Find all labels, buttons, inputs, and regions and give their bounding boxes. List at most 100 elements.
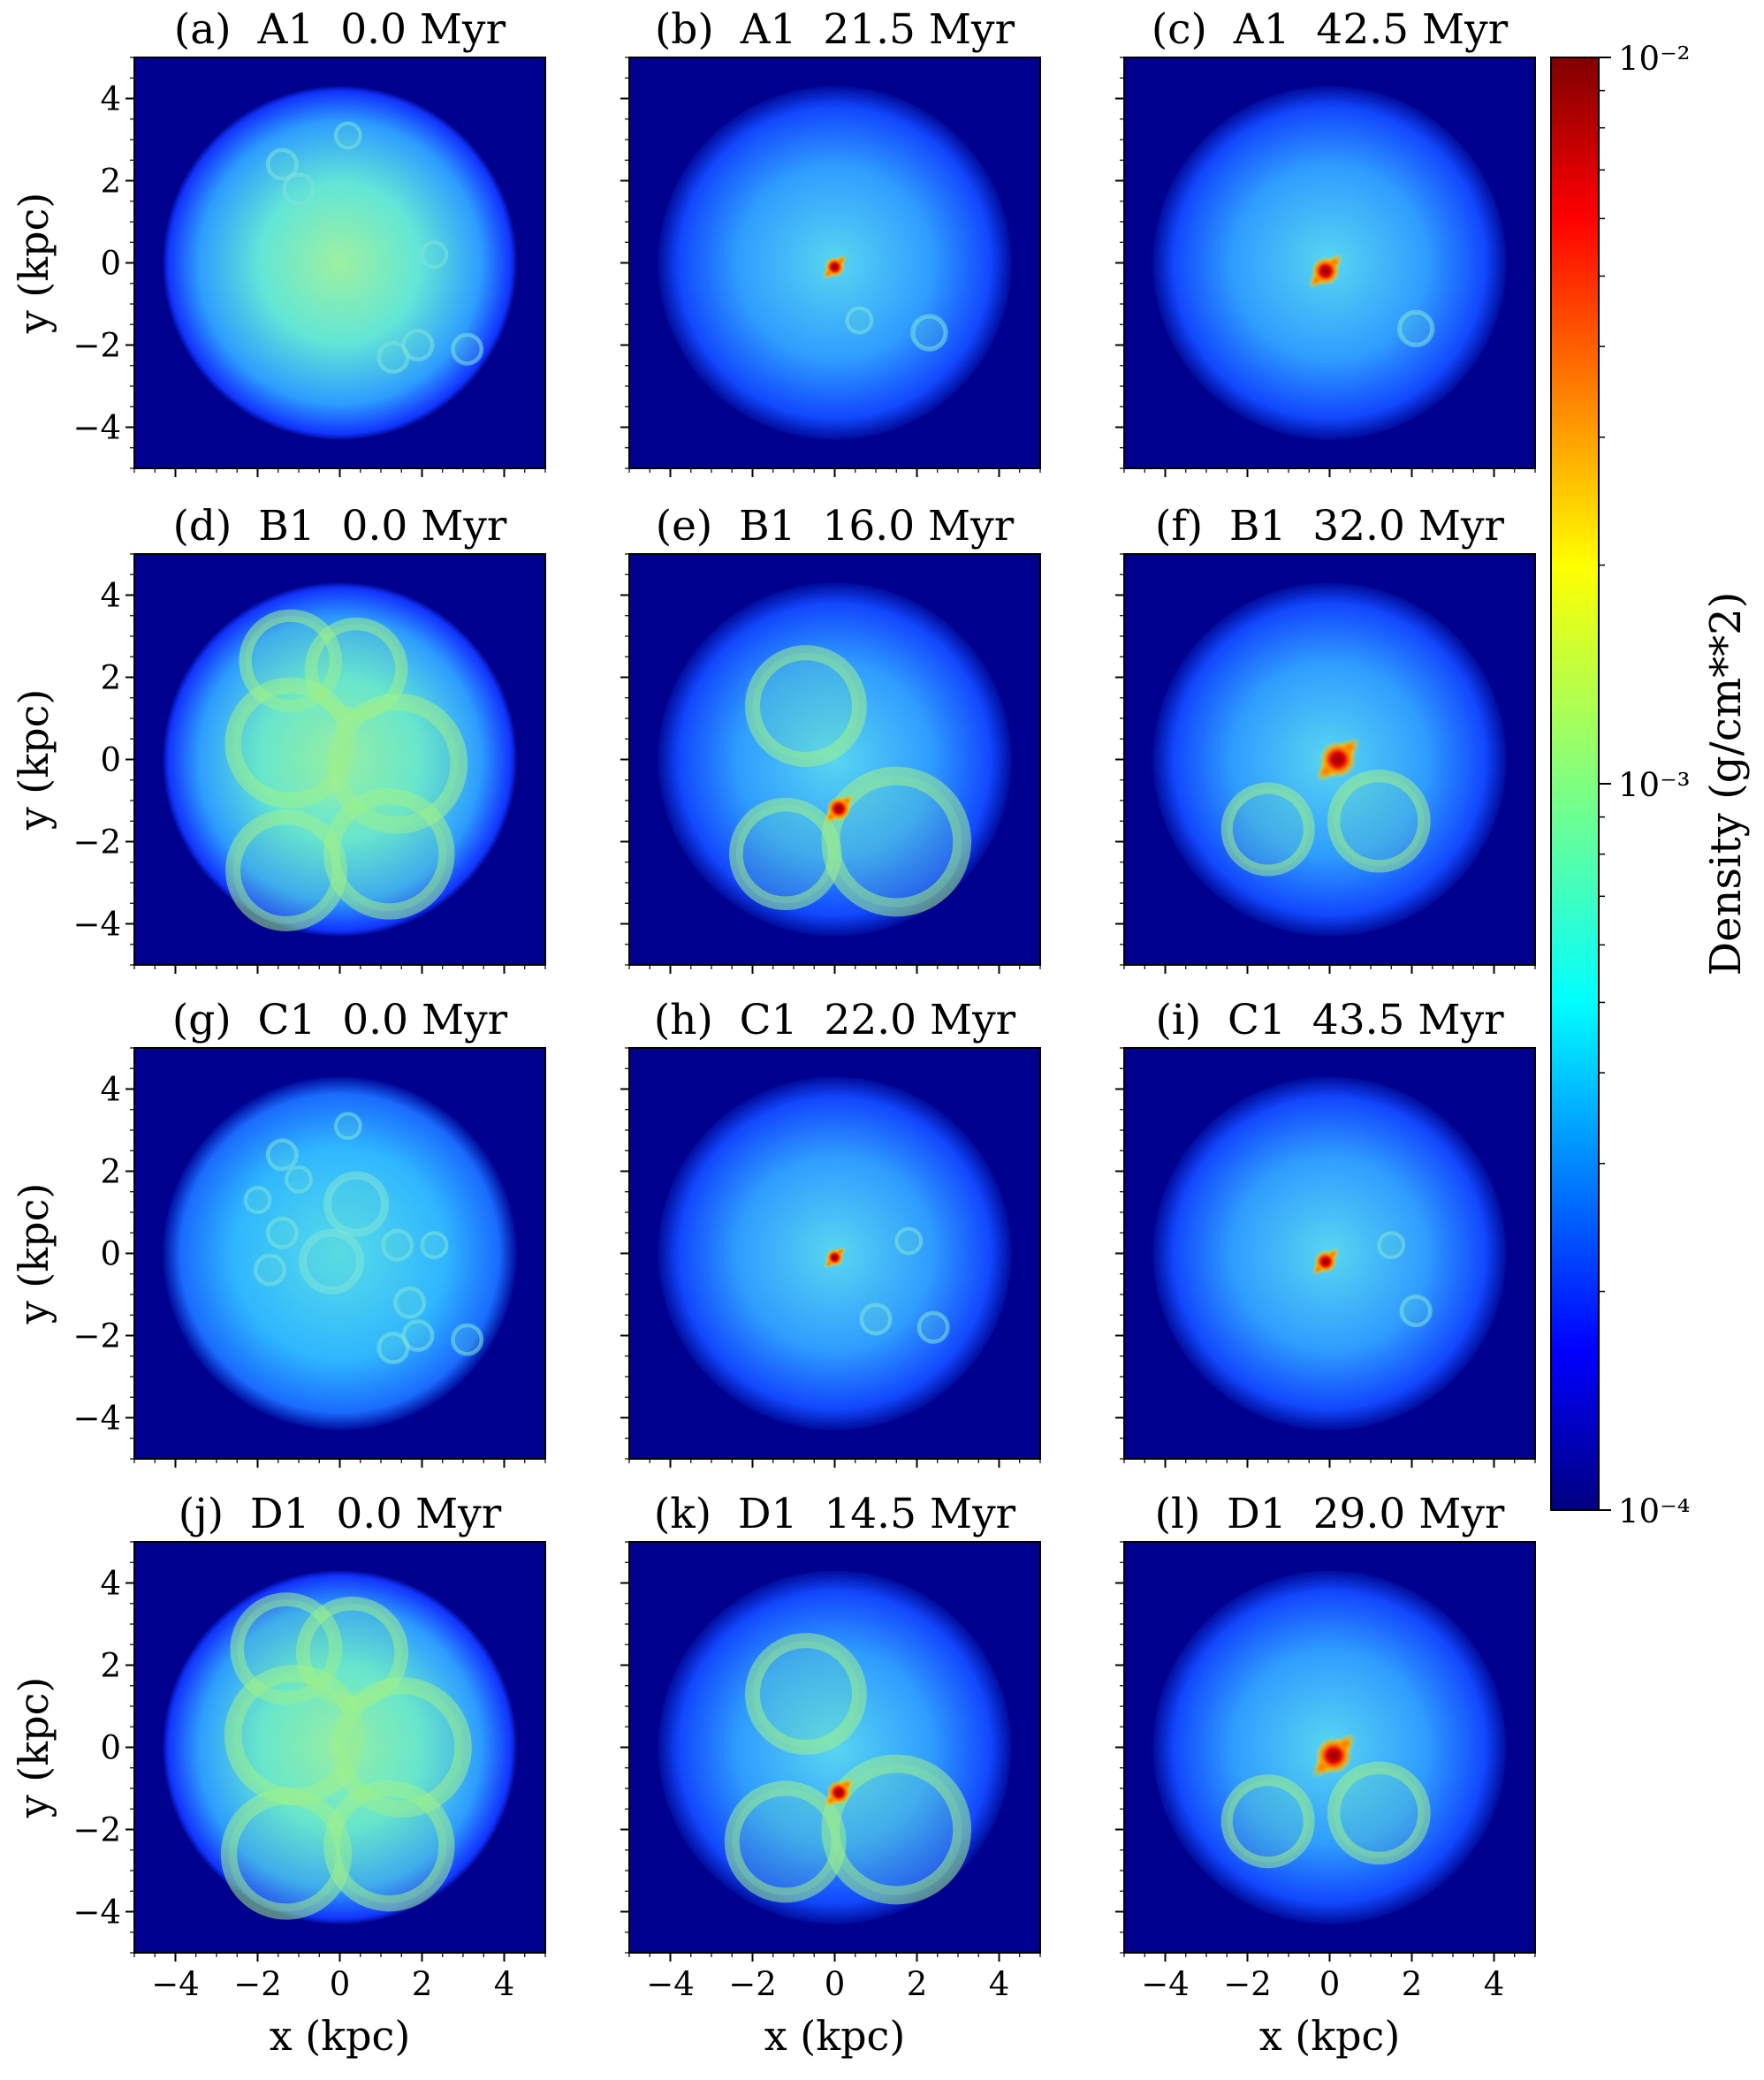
dense-core: [1311, 256, 1341, 286]
y-tick-label: −2: [72, 1317, 121, 1355]
x-tick-label: 4: [494, 1965, 515, 2003]
dense-core: [825, 1248, 844, 1267]
panel-title: (i) C1 43.5 Myr: [1155, 996, 1504, 1044]
dense-core: [1313, 1249, 1337, 1273]
panel-f: (f) B1 32.0 Myr: [1115, 502, 1536, 974]
bubble-ring: [1327, 1761, 1431, 1865]
bubble-ring: [1220, 1774, 1315, 1869]
bubble-ring: [845, 306, 874, 335]
panel-c: (c) A1 42.5 Myr: [1115, 5, 1536, 477]
panel-title: (a) A1 0.0 Myr: [174, 5, 506, 54]
dense-core: [824, 256, 846, 277]
panel-a: −4 −2 0 2 4 y (kpc) (a) A1 0.0 Myr: [10, 5, 546, 477]
bubble-ring: [420, 1231, 449, 1260]
y-tick-label: 4: [100, 577, 121, 615]
bubble-ring: [285, 1165, 313, 1194]
y-tick-label: 2: [100, 163, 121, 201]
y-tick-label: −2: [72, 1811, 121, 1849]
x-tick-label: 2: [907, 1965, 928, 2003]
colorbar-gradient: [1551, 57, 1599, 1510]
panel-title: (l) D1 29.0 Myr: [1155, 1490, 1505, 1538]
y-tick-label: −2: [72, 824, 121, 862]
bubble-ring: [225, 809, 347, 931]
panel-h: (h) C1 22.0 Myr: [620, 996, 1041, 1468]
bubble-ring: [916, 1310, 950, 1344]
x-tick-label: 0: [825, 1965, 846, 2003]
bubble-ring: [420, 240, 449, 269]
bubble-ring: [729, 797, 842, 911]
x-tick-label: −4: [646, 1965, 695, 2003]
bubble-ring: [323, 788, 455, 920]
x-axis-label: x (kpc): [764, 2012, 906, 2060]
panel-e: (e) B1 16.0 Myr: [620, 502, 1041, 974]
x-tick-label: 0: [1319, 1965, 1341, 2003]
bubble-ring: [859, 1302, 893, 1336]
y-tick-label: 2: [100, 659, 121, 697]
y-axis-label: y (kpc): [10, 1677, 57, 1819]
y-axis-label: y (kpc): [10, 193, 57, 335]
x-tick-label: 2: [1402, 1965, 1423, 2003]
y-tick-label: 0: [100, 245, 121, 283]
bubble-ring: [299, 1228, 365, 1294]
bubble-ring: [745, 645, 867, 767]
panel-title: (b) A1 21.5 Myr: [655, 5, 1015, 54]
y-axis-label: y (kpc): [10, 1183, 57, 1325]
panels-layer: −4 −2 0 2 4 y (kpc) (a) A1 0.0 Myr (b) A1 21.5 …: [10, 5, 1536, 2060]
panel-title: (d) B1 0.0 Myr: [173, 502, 507, 550]
colorbar: 10⁻² 10⁻³ 10⁻⁴ Density (g/cm**2): [1550, 40, 1751, 1530]
panel-d: −4 −2 0 2 4 y (kpc) (d) B1 0.0 Myr: [10, 502, 546, 974]
y-tick-label: 4: [100, 1071, 121, 1109]
x-tick-label: −2: [233, 1965, 282, 2003]
colorbar-tick-label: 10⁻²: [1618, 40, 1690, 78]
panel-k: −4 −2 0 2 4 x (kpc) (k) D1 14.5 Myr: [620, 1490, 1041, 2060]
x-tick-label: 0: [330, 1965, 351, 2003]
colorbar-label: Density (g/cm**2): [1701, 592, 1751, 976]
bubble-ring: [265, 148, 299, 181]
bubble-ring: [323, 1171, 390, 1237]
panel-title: (j) D1 0.0 Myr: [179, 1490, 502, 1538]
y-tick-label: −4: [72, 1400, 121, 1438]
panel-title: (c) A1 42.5 Myr: [1152, 5, 1509, 54]
x-axis-label: x (kpc): [270, 2012, 411, 2060]
bubble-ring: [1396, 309, 1435, 348]
panel-title: (g) C1 0.0 Myr: [172, 996, 508, 1044]
bubble-ring: [894, 1226, 924, 1256]
x-tick-label: 4: [1484, 1965, 1505, 2003]
bubble-ring: [381, 1228, 414, 1262]
bubble-ring: [333, 121, 362, 150]
bubble-ring: [253, 1253, 287, 1287]
bubble-ring: [282, 172, 316, 206]
x-axis-label: x (kpc): [1259, 2012, 1401, 2060]
panel-l: −4 −2 0 2 4 x (kpc) (l) D1 29.0 Myr: [1115, 1490, 1536, 2060]
x-tick-label: 4: [989, 1965, 1010, 2003]
panel-title: (h) C1 22.0 Myr: [654, 996, 1016, 1044]
bubble-ring: [1377, 1231, 1406, 1260]
x-tick-label: 2: [412, 1965, 433, 2003]
x-tick-label: −4: [151, 1965, 200, 2003]
y-tick-label: −4: [72, 409, 121, 447]
bubble-ring: [1220, 782, 1315, 877]
y-tick-label: 0: [100, 1729, 121, 1767]
bubble-ring: [1399, 1294, 1433, 1328]
density-disk: [163, 1076, 517, 1431]
x-tick-label: −2: [728, 1965, 777, 2003]
bubble-ring: [821, 766, 972, 917]
y-tick-label: −2: [72, 327, 121, 365]
y-tick-label: 0: [100, 1235, 121, 1273]
panel-title: (e) B1 16.0 Myr: [656, 502, 1015, 550]
panel-title: (f) B1 32.0 Myr: [1155, 502, 1505, 550]
dense-core: [826, 1780, 852, 1805]
panel-title: (k) D1 14.5 Myr: [654, 1490, 1016, 1538]
dense-core: [1315, 1736, 1353, 1774]
y-tick-label: 0: [100, 741, 121, 779]
panel-b: (b) A1 21.5 Myr: [620, 5, 1041, 477]
y-tick-label: 4: [100, 1565, 121, 1603]
bubble-ring: [265, 1216, 299, 1249]
x-tick-label: −4: [1141, 1965, 1190, 2003]
bubble-ring: [451, 332, 484, 366]
y-axis-label: y (kpc): [10, 689, 57, 831]
colorbar-tick-label: 10⁻³: [1618, 766, 1690, 804]
panel-i: (i) C1 43.5 Myr: [1115, 996, 1536, 1468]
bubble-ring: [243, 1186, 272, 1215]
panel-j: −4 −2 0 2 4 y (kpc) −4 −2 0 2 4 x (kpc) (j) D1 0.0 M…: [10, 1490, 546, 2060]
